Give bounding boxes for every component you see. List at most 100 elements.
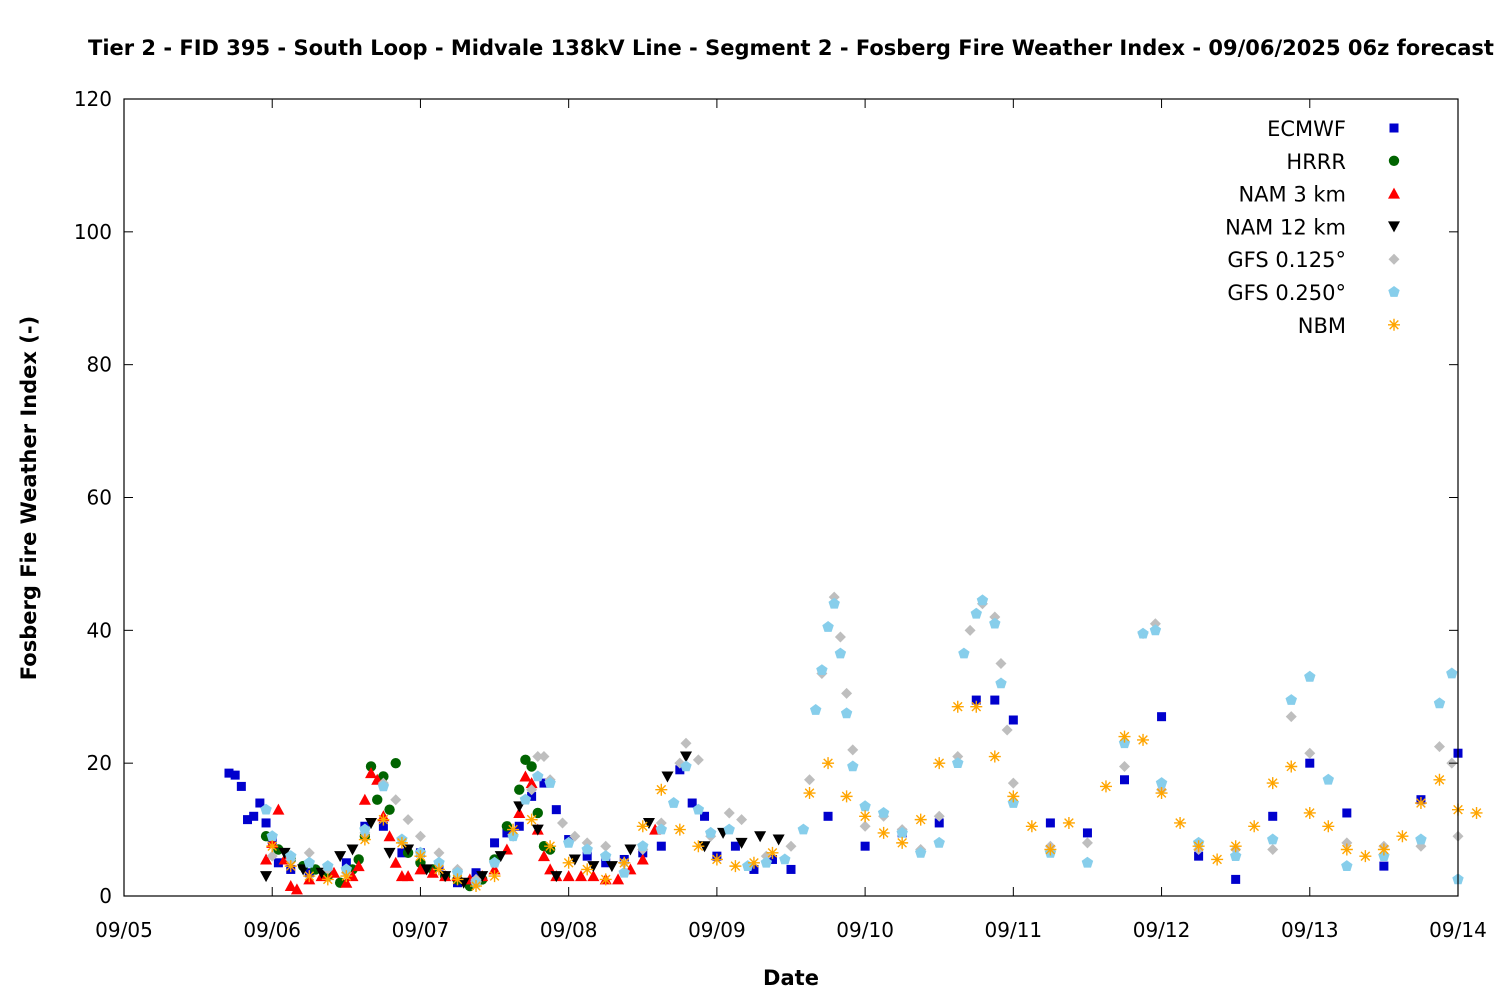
data-point	[828, 597, 840, 609]
data-point	[471, 868, 481, 878]
data-point	[402, 844, 415, 856]
data-point	[457, 877, 470, 889]
data-point	[710, 853, 723, 866]
data-point	[1266, 777, 1279, 790]
data-point	[587, 870, 600, 882]
data-point	[1379, 861, 1389, 871]
data-point	[397, 848, 407, 858]
tick-labels: 0 20 40 60 80 100 120 09/05 09/06 09/07 09/08 09/09…	[74, 87, 1487, 942]
data-point	[1304, 747, 1316, 759]
data-point	[1268, 811, 1278, 821]
series-6	[266, 700, 1483, 893]
x-tick-label: 09/10	[836, 918, 894, 942]
data-point	[365, 817, 378, 829]
data-point	[402, 870, 415, 882]
data-point	[700, 811, 710, 821]
data-point	[346, 844, 359, 856]
data-point	[488, 863, 501, 875]
data-point	[655, 783, 668, 796]
data-point	[754, 831, 767, 843]
data-point	[767, 854, 777, 864]
data-point	[747, 856, 760, 869]
data-point	[1470, 806, 1483, 819]
data-point	[822, 621, 834, 632]
y-tick-label: 120	[74, 87, 112, 111]
data-point	[507, 823, 520, 836]
legend-marker	[1388, 155, 1400, 166]
data-point	[377, 813, 390, 826]
legend-label: NAM 3 km	[1238, 183, 1346, 207]
data-point	[970, 700, 983, 713]
x-tick-label: 09/11	[985, 918, 1043, 942]
data-point	[1157, 712, 1167, 722]
legend-label: NBM	[1298, 314, 1346, 338]
y-axis-label: Fosberg Fire Weather Index (-)	[17, 316, 41, 680]
data-point	[420, 864, 433, 876]
data-point	[266, 840, 279, 853]
data-point	[834, 631, 846, 643]
data-point	[840, 707, 853, 719]
data-point	[272, 803, 285, 815]
x-tick-label: 09/06	[243, 918, 301, 942]
data-point	[514, 821, 524, 831]
legend-label: HRRR	[1286, 150, 1346, 174]
data-point	[1044, 843, 1057, 856]
data-point	[599, 873, 612, 886]
data-point	[525, 777, 538, 789]
data-point	[797, 823, 810, 835]
data-point	[804, 774, 816, 786]
data-point	[544, 840, 557, 853]
data-point	[964, 624, 976, 636]
data-point	[255, 798, 265, 808]
data-point	[989, 617, 1001, 629]
chart-marks	[224, 591, 1483, 895]
data-point	[1137, 733, 1150, 746]
data-point	[378, 821, 388, 831]
data-point	[636, 853, 649, 865]
data-point	[612, 873, 625, 885]
data-point	[1099, 780, 1112, 793]
data-point	[958, 647, 970, 659]
x-tick-label: 09/07	[392, 918, 450, 942]
data-point	[568, 854, 581, 866]
data-point	[600, 850, 612, 861]
data-point	[823, 811, 833, 821]
data-point	[395, 836, 408, 849]
legend-marker	[1388, 318, 1400, 331]
x-tick-label: 09/09	[688, 918, 746, 942]
data-point	[1229, 840, 1242, 853]
data-point	[383, 847, 396, 859]
data-point	[1285, 694, 1297, 705]
data-point	[321, 873, 334, 886]
data-point	[859, 800, 871, 812]
data-point	[1119, 760, 1130, 772]
data-point	[1267, 833, 1279, 845]
data-point	[729, 860, 742, 873]
data-point	[803, 787, 816, 800]
data-point	[810, 704, 822, 715]
data-point	[1155, 787, 1168, 800]
data-point	[1118, 730, 1131, 743]
data-point	[1081, 856, 1094, 868]
data-point	[730, 841, 740, 851]
chart-title: Tier 2 - FID 395 - South Loop - Midvale …	[88, 36, 1494, 60]
data-point	[896, 826, 908, 838]
data-point	[390, 794, 402, 806]
axis-ticks	[123, 98, 1459, 897]
data-point	[834, 647, 847, 659]
data-point	[266, 850, 278, 862]
legend-marker	[1388, 286, 1400, 297]
data-point	[359, 823, 371, 835]
data-point	[303, 847, 315, 859]
x-tick-label: 09/05	[95, 918, 153, 942]
data-point	[675, 765, 685, 775]
data-point	[692, 803, 705, 815]
x-tick-label: 09/14	[1429, 918, 1487, 942]
data-point	[1341, 837, 1353, 849]
data-point	[383, 830, 396, 842]
legend-label: GFS 0.250°	[1227, 281, 1346, 305]
data-point	[526, 761, 537, 772]
data-point	[358, 833, 371, 846]
legend-marker	[1389, 123, 1399, 133]
data-point	[432, 863, 445, 876]
